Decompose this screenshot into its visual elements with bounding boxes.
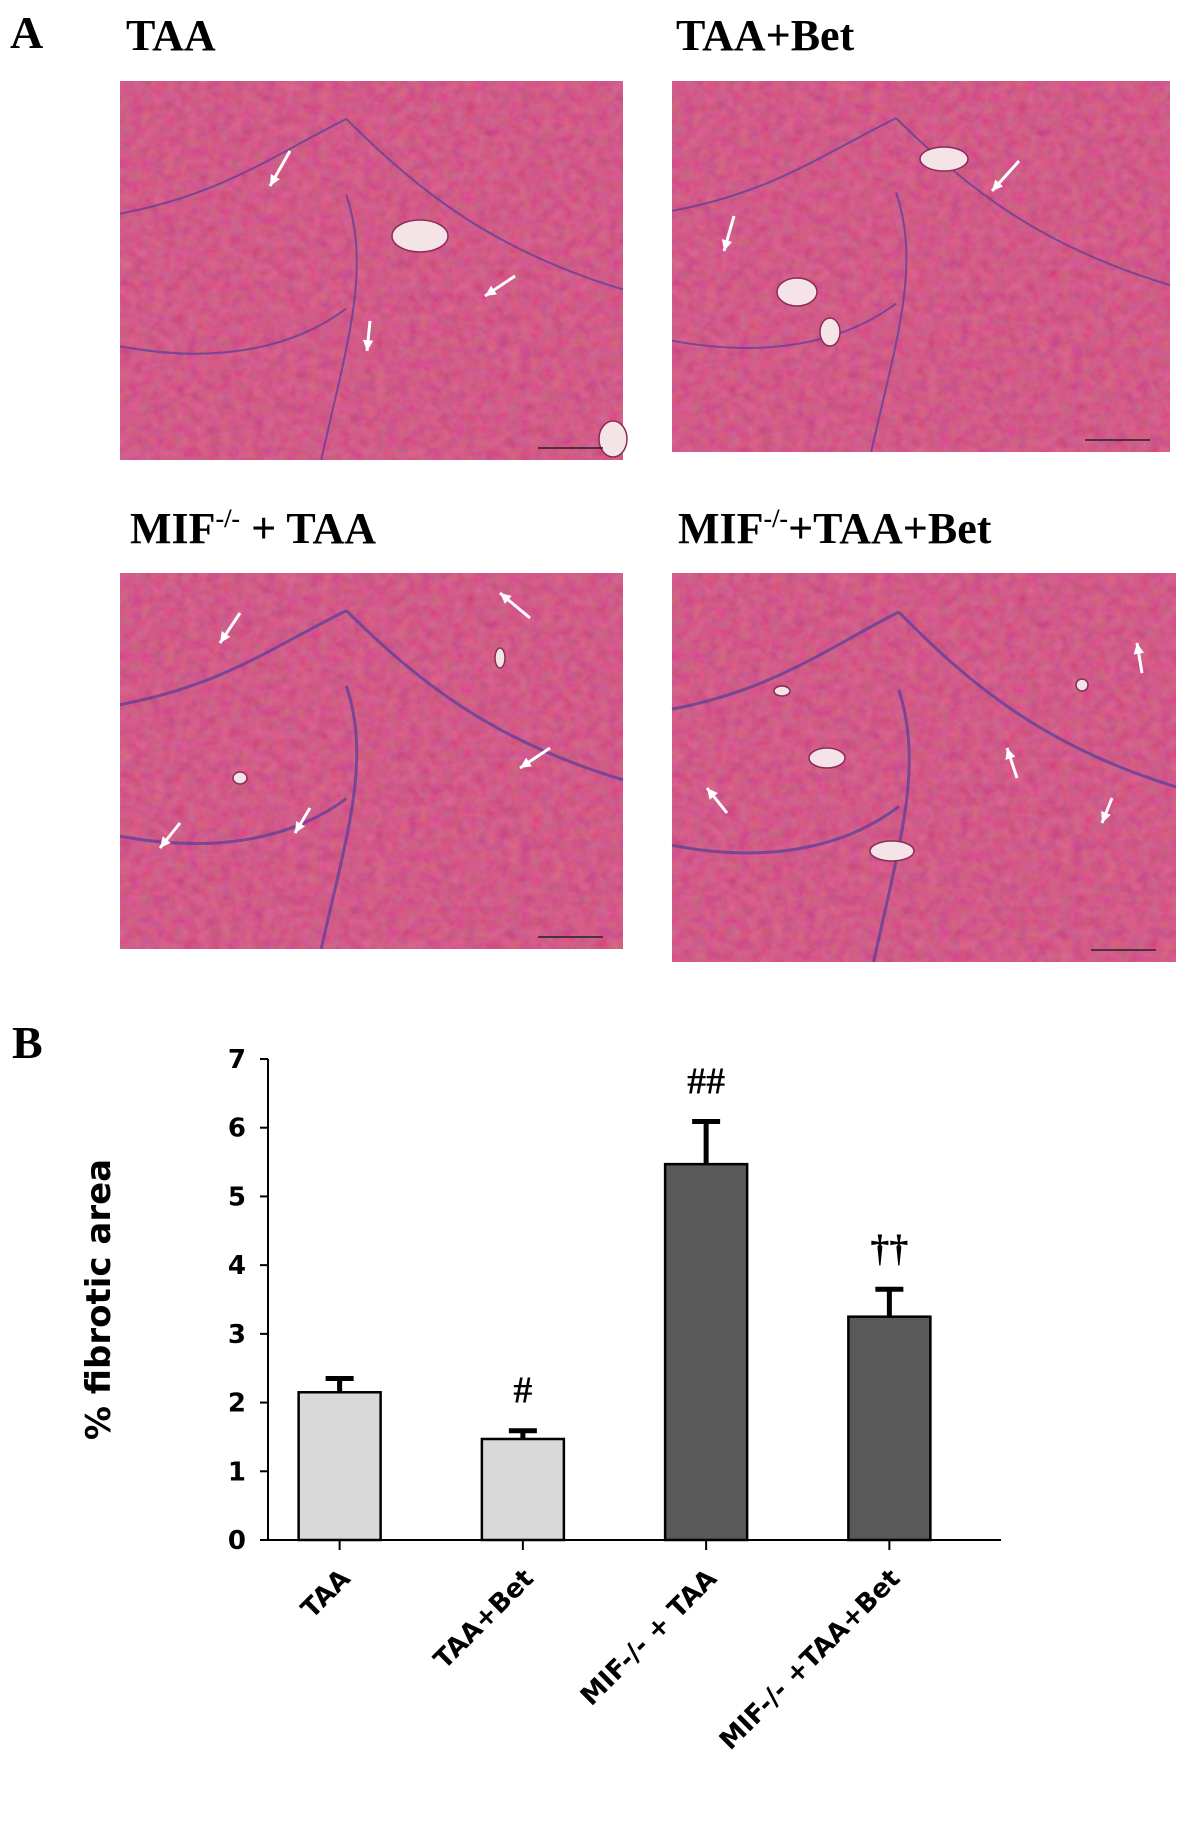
arrow-head xyxy=(1101,811,1111,823)
x-tick-label: MIF-/- +TAA+Bet xyxy=(714,1564,906,1756)
vessel xyxy=(773,685,791,697)
title-part: + TAA xyxy=(240,504,376,553)
fibrous-septum xyxy=(671,117,897,212)
title-part: TAA xyxy=(126,11,216,60)
tissue-texture xyxy=(672,81,1170,452)
panel-label: A xyxy=(10,7,43,58)
vessel xyxy=(598,420,628,458)
fibrous-septum xyxy=(895,117,1171,287)
significance-label: †† xyxy=(870,1228,908,1270)
panel-label: B xyxy=(12,1017,43,1068)
fibrous-septum xyxy=(119,307,347,355)
fibrous-septum xyxy=(870,191,908,453)
y-tick-label: 0 xyxy=(228,1526,246,1556)
title-part: MIF xyxy=(130,504,216,553)
y-axis-label: % fibrotic area xyxy=(79,1159,119,1440)
bar xyxy=(480,1437,566,1542)
fibrous-septum xyxy=(119,797,348,846)
fibrous-septum xyxy=(319,685,359,950)
y-tick-label: 3 xyxy=(228,1320,246,1350)
tissue-texture xyxy=(120,81,623,460)
arrow-head xyxy=(721,239,732,251)
bar xyxy=(847,1315,932,1542)
vessel xyxy=(232,771,248,785)
fibrous-septum xyxy=(345,118,624,291)
vessel xyxy=(808,747,846,769)
arrow-head xyxy=(362,339,374,351)
y-tick-label: 5 xyxy=(228,1182,246,1212)
title-part: +TAA+Bet xyxy=(788,504,992,553)
y-tick-label: 6 xyxy=(228,1114,246,1144)
histology-image xyxy=(119,81,701,461)
bar xyxy=(663,1162,749,1542)
tissue-texture xyxy=(672,573,1176,962)
vessel xyxy=(869,840,915,862)
vessel xyxy=(1075,678,1089,692)
arrow-head xyxy=(295,821,306,833)
y-tick-label: 4 xyxy=(228,1251,246,1281)
arrow-head xyxy=(520,757,532,768)
histology-image xyxy=(671,81,1171,453)
arrow-head xyxy=(270,174,280,186)
y-tick-label: 7 xyxy=(228,1045,246,1075)
bar xyxy=(297,1391,382,1542)
title-part: -/- xyxy=(216,504,241,533)
panel-title: TAA xyxy=(126,11,216,60)
arrow-head xyxy=(485,285,497,296)
significance-label: ## xyxy=(687,1061,725,1103)
fibrous-septum xyxy=(119,609,348,707)
title-part: MIF xyxy=(678,504,764,553)
fibrous-septum xyxy=(671,302,897,349)
y-tick-label: 1 xyxy=(228,1457,246,1487)
arrow-head xyxy=(220,631,231,643)
vessel xyxy=(819,317,841,347)
title-part: -/- xyxy=(764,504,789,533)
histology-image xyxy=(671,573,1177,963)
vessel xyxy=(494,647,506,669)
tissue-texture xyxy=(120,573,623,949)
x-tick-label: TAA+Bet xyxy=(428,1564,539,1675)
arrow-head xyxy=(1005,748,1016,760)
fibrous-septum xyxy=(671,805,900,855)
arrow-head xyxy=(1133,643,1144,655)
fibrous-septum xyxy=(320,194,358,461)
vessel xyxy=(776,277,818,307)
fibrous-septum xyxy=(897,610,1177,789)
fibrous-septum xyxy=(872,689,911,963)
fibrous-septum xyxy=(119,118,347,215)
vessel xyxy=(391,219,449,253)
x-tick-label: TAA xyxy=(296,1564,357,1625)
arrow-head xyxy=(160,836,171,848)
fibrous-septum xyxy=(345,609,624,782)
arrow-head xyxy=(500,593,512,604)
vessel xyxy=(919,146,969,172)
significance-label: # xyxy=(513,1370,532,1412)
x-tick-label: MIF-/- + TAA xyxy=(575,1564,723,1712)
histology-image xyxy=(119,573,624,950)
panel-title: MIF-/- + TAA xyxy=(130,504,376,553)
title-part: TAA+Bet xyxy=(676,11,855,60)
arrow-head xyxy=(992,179,1004,191)
panel-title: MIF-/-+TAA+Bet xyxy=(678,504,992,553)
arrow-head xyxy=(707,788,718,800)
panel-title: TAA+Bet xyxy=(676,11,855,60)
y-tick-label: 2 xyxy=(228,1389,246,1419)
fibrous-septum xyxy=(671,610,900,711)
